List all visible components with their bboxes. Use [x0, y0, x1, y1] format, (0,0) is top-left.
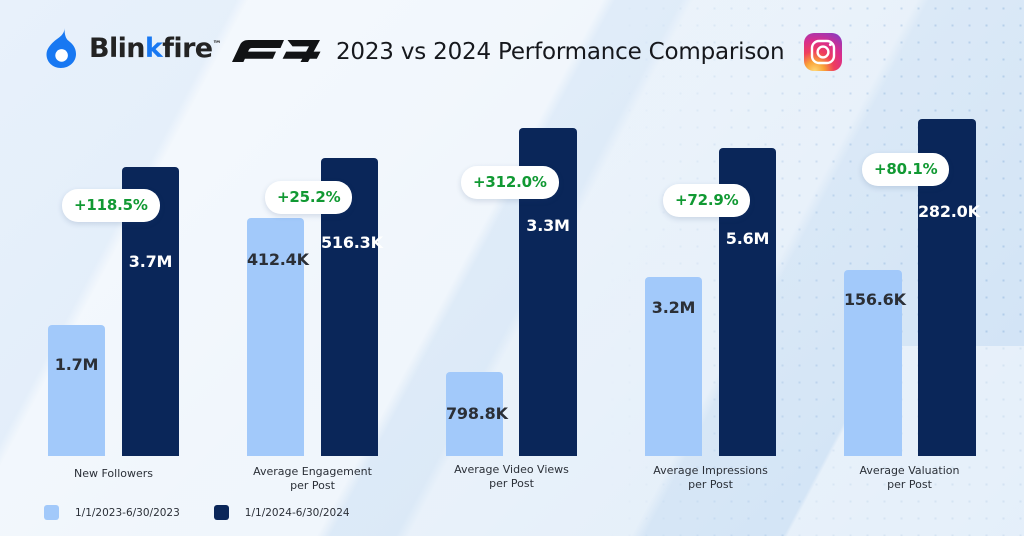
bar-previous-average-impressions[interactable]: 3.2M [645, 277, 702, 456]
category-label-line1: Average Impressions [653, 464, 768, 477]
legend-swatch-previous [44, 505, 59, 520]
bar-value-label: 282.0K [918, 202, 980, 221]
change-badge-new-followers: +118.5% [62, 189, 160, 222]
change-badge-average-video-views: +312.0% [461, 166, 559, 199]
legend-swatch-current [213, 505, 229, 520]
category-label-average-video-views: Average Video Views per Post [431, 463, 592, 491]
category-label-line1: Average Engagement [253, 465, 372, 478]
bar-previous-average-valuation[interactable]: 156.6K [844, 270, 906, 456]
f1-logo [230, 37, 322, 67]
change-badge-average-engagement: +25.2% [265, 181, 353, 214]
blinkfire-wordmark: Blinkfire™ [89, 32, 222, 64]
wordmark-part-2: fire [162, 32, 213, 64]
category-label-new-followers: New Followers [33, 467, 194, 481]
category-label-average-impressions: Average Impressions per Post [630, 464, 791, 492]
category-label-average-valuation: Average Valuation per Post [829, 464, 990, 492]
category-label-line2: per Post [489, 477, 534, 490]
category-label-line2: per Post [688, 478, 733, 491]
bar-value-label: 3.7M [128, 252, 173, 271]
bar-previous-new-followers[interactable]: 1.7M [48, 325, 105, 456]
blinkfire-logo: Blinkfire™ [44, 28, 222, 68]
bar-value-label: 412.4K [247, 250, 309, 269]
legend-item-current-period[interactable]: 1/1/2024-6/30/2024 [213, 505, 350, 520]
category-label-line1: Average Valuation [859, 464, 960, 477]
wordmark-part-1: Blin [89, 32, 146, 64]
legend-item-previous-period[interactable]: 1/1/2023-6/30/2023 [44, 505, 180, 520]
legend-label-current: 1/1/2024-6/30/2024 [244, 506, 350, 519]
bar-previous-average-video-views[interactable]: 798.8K [446, 372, 508, 456]
blinkfire-flame-icon [44, 28, 80, 68]
bar-value-label: 516.3K [321, 233, 383, 252]
instagram-icon [804, 33, 843, 71]
title-block: 2023 vs 2024 Performance Comparison [230, 33, 843, 71]
bar-value-label: 3.3M [526, 216, 570, 235]
bar-value-label: 156.6K [844, 290, 906, 309]
bar-value-label: 3.2M [651, 298, 696, 317]
bar-value-label: 5.6M [725, 229, 770, 248]
category-label-average-engagement: Average Engagement per Post [232, 465, 393, 493]
bar-previous-average-engagement[interactable]: 412.4K [247, 218, 309, 456]
category-label-line2: per Post [887, 478, 932, 491]
change-badge-average-impressions: +72.9% [663, 184, 751, 217]
page-title: 2023 vs 2024 Performance Comparison [336, 39, 785, 65]
legend-label-previous: 1/1/2023-6/30/2023 [75, 506, 180, 519]
header: Blinkfire™ 2023 vs 2024 Performance Comp… [0, 0, 1024, 105]
change-badge-average-valuation: +80.1% [862, 153, 950, 186]
trademark-symbol: ™ [212, 39, 222, 50]
chart-legend: 1/1/2023-6/30/2023 1/1/2024-6/30/2024 [44, 505, 350, 520]
category-label-line1: New Followers [73, 467, 153, 480]
bar-value-label: 1.7M [54, 355, 99, 374]
category-label-line1: Average Video Views [454, 463, 569, 476]
wordmark-k-accent: k [144, 32, 163, 64]
bar-value-label: 798.8K [446, 404, 508, 423]
category-label-line2: per Post [290, 479, 335, 492]
